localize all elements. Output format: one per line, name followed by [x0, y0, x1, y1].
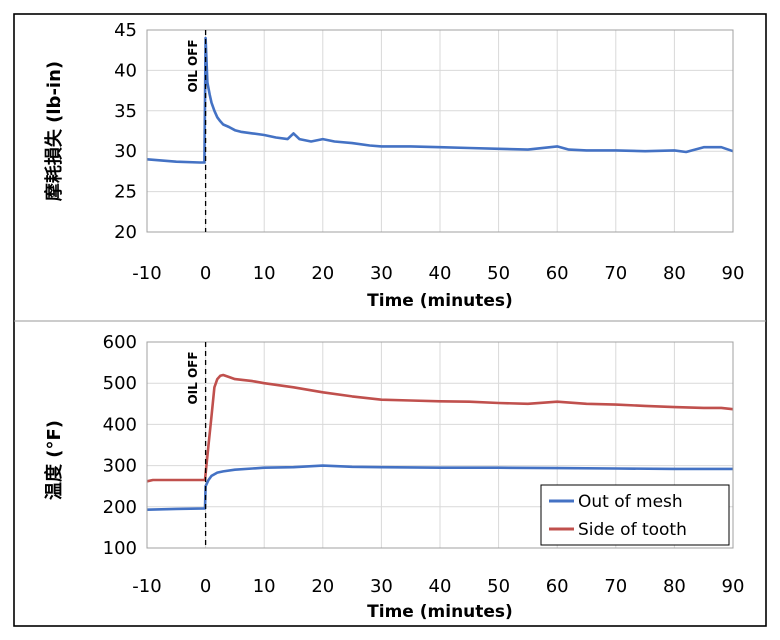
- bottom-x-axis-label: Time (minutes): [367, 602, 513, 622]
- top-y-tick-label: 40: [114, 60, 137, 81]
- bottom-y-tick-label: 100: [103, 538, 137, 559]
- bottom-ticks: -10 0 10 20 30 40 50 60 70 80 90 100 200 300 400 500 600: [103, 332, 745, 597]
- legend-label-side-of-tooth: Side of tooth: [578, 520, 687, 540]
- top-oil-off-label: OIL OFF: [186, 39, 200, 92]
- top-y-tick-label: 45: [114, 20, 137, 41]
- bottom-series-line-out-of-mesh: [146, 464, 733, 511]
- legend-label-out-of-mesh: Out of mesh: [578, 492, 683, 512]
- top-y-tick-label: 20: [114, 222, 137, 243]
- bottom-y-tick-label: 600: [103, 332, 137, 353]
- top-x-tick-label: 20: [311, 263, 334, 284]
- top-x-tick-label: 70: [604, 263, 627, 284]
- bottom-y-tick-label: 500: [103, 373, 137, 394]
- bottom-y-tick-label: 400: [103, 414, 137, 435]
- top-series-line-torque: [146, 36, 734, 164]
- legend: Out of mesh Side of tooth: [540, 484, 730, 546]
- bottom-x-tick-label: 0: [200, 576, 211, 597]
- bottom-chart: -10 0 10 20 30 40 50 60 70 80 90 100 200 300 400 500 600…: [43, 332, 744, 622]
- top-x-tick-label: 30: [370, 263, 393, 284]
- top-chart: -10 0 10 20 30 40 50 60 70 80 90 20 25 30 35 40 45 Time …: [43, 20, 744, 311]
- legend-box: [540, 484, 730, 546]
- top-y-tick-label: 30: [114, 141, 137, 162]
- bottom-y-axis-label: 温度 (°F): [43, 420, 65, 500]
- top-x-tick-label: 10: [253, 263, 276, 284]
- bottom-oil-off-label: OIL OFF: [186, 351, 200, 404]
- bottom-x-tick-label: 40: [429, 576, 452, 597]
- bottom-plot-frame: [146, 341, 734, 549]
- bottom-x-tick-label: 70: [604, 576, 627, 597]
- top-x-tick-label: 40: [429, 263, 452, 284]
- top-y-tick-label: 35: [114, 101, 137, 122]
- bottom-x-tick-label: 60: [546, 576, 569, 597]
- top-x-tick-label: 0: [200, 263, 211, 284]
- bottom-y-tick-label: 300: [103, 456, 137, 477]
- top-series: [146, 36, 734, 164]
- bottom-series-line-side-of-tooth: [146, 373, 734, 483]
- top-plot-frame: [146, 29, 734, 233]
- bottom-x-tick-label: -10: [132, 576, 161, 597]
- bottom-series: [146, 373, 734, 511]
- figure-border: [13, 13, 767, 627]
- bottom-x-tick-label: 30: [370, 576, 393, 597]
- top-ticks: -10 0 10 20 30 40 50 60 70 80 90 20 25 30 35 40 45: [114, 20, 744, 284]
- top-x-tick-label: 90: [722, 263, 745, 284]
- bottom-x-tick-label: 80: [663, 576, 686, 597]
- top-x-tick-label: 50: [487, 263, 510, 284]
- top-x-tick-label: 60: [546, 263, 569, 284]
- bottom-x-tick-label: 10: [253, 576, 276, 597]
- bottom-x-tick-label: 50: [487, 576, 510, 597]
- top-y-tick-label: 25: [114, 182, 137, 203]
- top-x-tick-label: -10: [132, 263, 161, 284]
- bottom-x-tick-label: 90: [722, 576, 745, 597]
- top-y-axis-label: 摩耗損失 (lb-in): [43, 61, 65, 201]
- top-x-tick-label: 80: [663, 263, 686, 284]
- bottom-x-tick-label: 20: [311, 576, 334, 597]
- top-x-axis-label: Time (minutes): [367, 291, 513, 311]
- bottom-y-tick-label: 200: [103, 497, 137, 518]
